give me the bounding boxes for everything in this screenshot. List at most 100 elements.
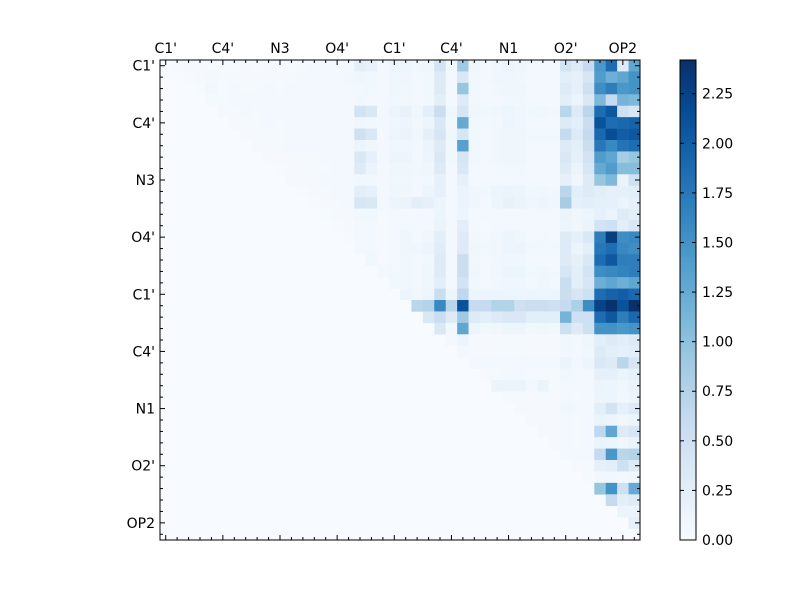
heatmap-cell <box>582 471 595 484</box>
heatmap-cell <box>628 254 641 267</box>
heatmap-cell <box>560 254 572 267</box>
heatmap-cell <box>457 242 469 255</box>
heatmap-cell <box>365 105 378 118</box>
heatmap-cell <box>240 94 252 107</box>
heatmap-cell <box>468 231 481 244</box>
heatmap-cell <box>548 322 561 335</box>
heatmap-cell <box>400 197 412 209</box>
heatmap-cell <box>480 277 492 289</box>
heatmap-cell <box>617 185 629 198</box>
heatmap-cell <box>308 128 321 141</box>
heatmap-cell <box>582 357 595 369</box>
heatmap-cell <box>262 140 275 152</box>
heatmap-cell <box>434 117 447 129</box>
heatmap-cell <box>320 185 332 198</box>
heatmap-cell <box>560 242 572 255</box>
heatmap-cell <box>594 357 607 369</box>
heatmap-cell <box>560 437 572 449</box>
heatmap-cell <box>434 185 447 198</box>
heatmap-cell <box>525 140 538 152</box>
heatmap-cell <box>480 242 492 255</box>
heatmap-cell <box>571 437 584 449</box>
heatmap-cell <box>502 174 515 187</box>
heatmap-cell <box>560 128 572 141</box>
heatmap-cell <box>228 94 241 107</box>
heatmap-cell <box>605 448 618 461</box>
heatmap-cell <box>605 265 618 278</box>
heatmap-cell <box>422 71 435 84</box>
heatmap-cell <box>617 368 629 381</box>
heatmap-cell <box>560 402 572 415</box>
heatmap-cell <box>342 208 355 221</box>
heatmap-cell <box>480 82 492 95</box>
heatmap-cell <box>445 231 458 244</box>
heatmap-cell <box>251 94 264 107</box>
heatmap-cell <box>377 265 389 278</box>
heatmap-cell <box>320 105 332 118</box>
heatmap-cell <box>491 60 504 72</box>
heatmap-cell <box>502 185 515 198</box>
heatmap-cell <box>571 448 584 461</box>
colorbar <box>679 59 697 541</box>
heatmap-cell <box>525 368 538 381</box>
heatmap-cell <box>571 185 584 198</box>
heatmap-cell <box>502 345 515 358</box>
heatmap-cell <box>502 162 515 175</box>
x-tick-label: C4' <box>440 41 463 57</box>
heatmap-cell <box>480 105 492 118</box>
heatmap-cell <box>548 300 561 312</box>
heatmap-cell <box>274 105 287 118</box>
heatmap-cell <box>400 220 412 232</box>
heatmap-cell <box>514 197 527 209</box>
heatmap-cell <box>377 208 389 221</box>
heatmap-cell <box>514 208 527 221</box>
heatmap-cell <box>297 82 309 95</box>
heatmap-cell <box>537 391 549 404</box>
heatmap-cell <box>308 162 321 175</box>
heatmap-cell <box>445 242 458 255</box>
heatmap-cell <box>422 82 435 95</box>
y-tick-label: O4' <box>131 230 155 246</box>
heatmap-cell <box>525 254 538 267</box>
heatmap-cell <box>422 231 435 244</box>
heatmap-cell <box>560 368 572 381</box>
y-tick-label: OP2 <box>127 516 155 532</box>
heatmap-cell <box>514 322 527 335</box>
heatmap-cell <box>571 162 584 175</box>
heatmap-cell <box>331 174 344 187</box>
heatmap-cell <box>342 71 355 84</box>
heatmap-cell <box>582 368 595 381</box>
heatmap-cell <box>354 82 367 95</box>
heatmap-cell <box>274 128 287 141</box>
heatmap-cell <box>320 174 332 187</box>
heatmap-cell <box>537 265 549 278</box>
heatmap-cell <box>502 254 515 267</box>
heatmap-cell <box>400 185 412 198</box>
heatmap-cell <box>217 105 229 118</box>
heatmap-cell <box>548 94 561 107</box>
heatmap-cell <box>388 242 401 255</box>
heatmap-cell <box>560 265 572 278</box>
colorbar-tick-label: 0.00 <box>702 533 733 549</box>
heatmap-cell <box>582 174 595 187</box>
heatmap-cell <box>320 128 332 141</box>
heatmap-cell <box>251 82 264 95</box>
y-tick-label: N1 <box>136 402 155 418</box>
heatmap-cell <box>537 322 549 335</box>
heatmap-cell <box>605 357 618 369</box>
heatmap-cell <box>297 128 309 141</box>
heatmap-cell <box>377 220 389 232</box>
heatmap-cell <box>537 425 549 438</box>
heatmap-cell <box>628 94 641 107</box>
y-tick-label: C4' <box>132 116 155 132</box>
heatmap-cell <box>457 151 469 164</box>
heatmap-cell <box>514 311 527 324</box>
heatmap-cell <box>571 117 584 129</box>
heatmap-cell <box>445 82 458 95</box>
heatmap-cell <box>491 345 504 358</box>
heatmap-cell <box>605 151 618 164</box>
heatmap-cell <box>445 185 458 198</box>
heatmap-cell <box>571 197 584 209</box>
heatmap-cell <box>571 265 584 278</box>
heatmap-cell <box>331 82 344 95</box>
